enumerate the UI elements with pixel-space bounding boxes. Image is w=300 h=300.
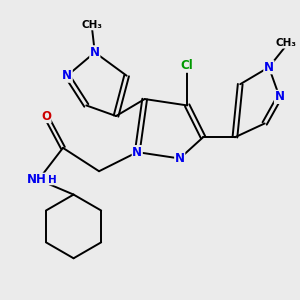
- Text: O: O: [41, 110, 51, 122]
- Text: N: N: [29, 173, 39, 186]
- Text: N: N: [90, 46, 100, 59]
- Text: H: H: [47, 175, 56, 185]
- Text: N: N: [175, 152, 185, 165]
- Text: N: N: [274, 90, 284, 104]
- Text: N: N: [264, 61, 274, 74]
- Text: NH: NH: [27, 173, 47, 186]
- Text: N: N: [132, 146, 142, 159]
- Text: Cl: Cl: [181, 59, 194, 72]
- Text: H: H: [34, 175, 43, 185]
- Text: CH₃: CH₃: [81, 20, 102, 30]
- Text: CH₃: CH₃: [275, 38, 296, 48]
- Text: N: N: [62, 69, 72, 82]
